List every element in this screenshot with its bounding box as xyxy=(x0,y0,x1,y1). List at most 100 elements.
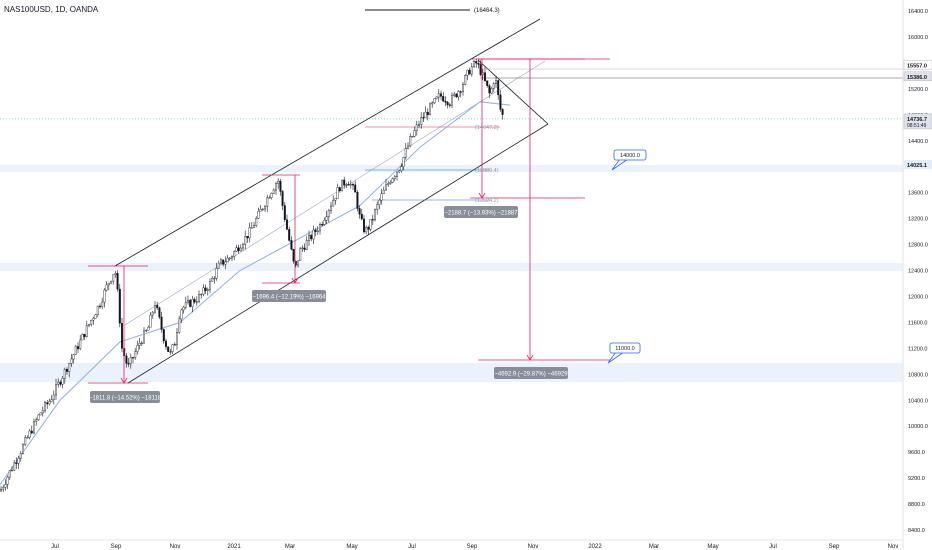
candle-body xyxy=(167,346,170,352)
candle-body xyxy=(413,130,416,137)
candle-body xyxy=(226,257,229,263)
candle-body xyxy=(37,414,40,420)
candle-body xyxy=(396,171,399,177)
candle-body xyxy=(261,208,264,210)
wedge-line xyxy=(477,59,549,125)
y-tick-label: 14400.0 xyxy=(908,139,928,145)
candle-body xyxy=(277,180,280,184)
candle-body xyxy=(409,136,412,147)
candle-body xyxy=(26,437,29,439)
candle-body xyxy=(268,197,271,199)
candle-body xyxy=(448,104,451,106)
candle-body xyxy=(495,80,498,85)
candle-body xyxy=(149,314,152,328)
candle-body xyxy=(402,157,405,167)
candle-body xyxy=(347,184,350,186)
candle-body xyxy=(459,91,462,93)
candle-body xyxy=(145,330,148,332)
y-tick-label: 13200.0 xyxy=(908,217,928,223)
candle-body xyxy=(360,213,363,220)
symbol-label[interactable]: NAS100USD, 1D, OANDA xyxy=(4,5,99,14)
candle-body xyxy=(475,61,478,64)
candle-body xyxy=(116,273,119,290)
candle-body xyxy=(387,183,390,186)
level-label: (13524.2) xyxy=(475,198,499,204)
price-label-box xyxy=(904,160,932,170)
candle-body xyxy=(169,351,172,353)
candle-body xyxy=(52,394,55,400)
price-label: 14025.1 xyxy=(907,163,927,169)
y-tick-label: 10400.0 xyxy=(908,398,928,404)
candle-body xyxy=(466,69,469,76)
price-label: 15557.0 xyxy=(907,64,927,70)
x-tick-label: 2022 xyxy=(588,544,602,550)
candle-body xyxy=(292,249,295,262)
candle-body xyxy=(411,136,414,138)
candle-body xyxy=(10,469,13,472)
candle-body xyxy=(162,329,165,342)
candle-body xyxy=(85,325,88,337)
price-label-box xyxy=(903,113,932,130)
candle-body xyxy=(15,462,18,464)
candle-body xyxy=(358,208,361,215)
callout-text: 11000.0 xyxy=(615,346,634,352)
price-axis: 16400.016000.015600.015200.014800.014400… xyxy=(902,0,932,550)
candle-body xyxy=(200,293,203,296)
candle-body xyxy=(497,80,500,96)
y-tick-label: 12000.0 xyxy=(908,294,928,300)
candle-body xyxy=(237,247,240,252)
candle-body xyxy=(136,345,139,352)
candle-body xyxy=(6,476,9,485)
candle-body xyxy=(279,180,282,192)
candle-body xyxy=(389,182,392,184)
candle-body xyxy=(182,306,185,311)
candle-body xyxy=(59,381,62,385)
candle-body xyxy=(112,274,115,282)
candle-body xyxy=(440,93,443,97)
candle-body xyxy=(424,111,427,119)
candle-body xyxy=(418,124,421,126)
candle-body xyxy=(129,357,132,365)
zones xyxy=(0,165,903,382)
candle-body xyxy=(74,346,77,355)
candle-body xyxy=(90,319,93,325)
candle-body xyxy=(323,220,326,225)
candle-body xyxy=(103,289,106,303)
candle-body xyxy=(437,93,440,98)
candle-body xyxy=(492,83,495,89)
y-tick-label: 9200.0 xyxy=(908,476,925,482)
candle-body xyxy=(138,343,141,346)
candle-body xyxy=(217,262,220,269)
x-tick-label: Sep xyxy=(111,544,122,550)
candle-body xyxy=(354,184,357,193)
candle-body xyxy=(371,219,374,221)
y-tick-label: 16000.0 xyxy=(908,35,928,41)
candle-body xyxy=(365,227,368,233)
candle-body xyxy=(246,236,249,239)
candle-body xyxy=(50,399,53,402)
candle-body xyxy=(310,234,313,240)
candle-body xyxy=(171,344,174,352)
candle-body xyxy=(464,75,467,85)
callout-pointer xyxy=(607,351,625,364)
candle-body xyxy=(420,117,423,125)
y-tick-label: 10000.0 xyxy=(908,424,928,430)
callout-box xyxy=(613,149,647,161)
y-tick-label: 16400.0 xyxy=(908,9,928,15)
candle-body xyxy=(39,412,42,416)
y-tick-label: 12800.0 xyxy=(908,243,928,249)
candle-body xyxy=(248,227,251,239)
candle-body xyxy=(33,421,36,434)
candle-body xyxy=(8,470,11,478)
candle-body xyxy=(118,288,121,324)
candle-body xyxy=(501,109,504,115)
candle-body xyxy=(131,357,134,359)
price-label: 14736.7 xyxy=(907,117,927,123)
callout-box xyxy=(609,342,641,354)
candle-body xyxy=(98,305,101,308)
candle-body xyxy=(107,282,110,286)
candle-body xyxy=(158,307,161,318)
y-tick-label: 11200.0 xyxy=(908,346,927,352)
candle-body xyxy=(241,244,244,249)
